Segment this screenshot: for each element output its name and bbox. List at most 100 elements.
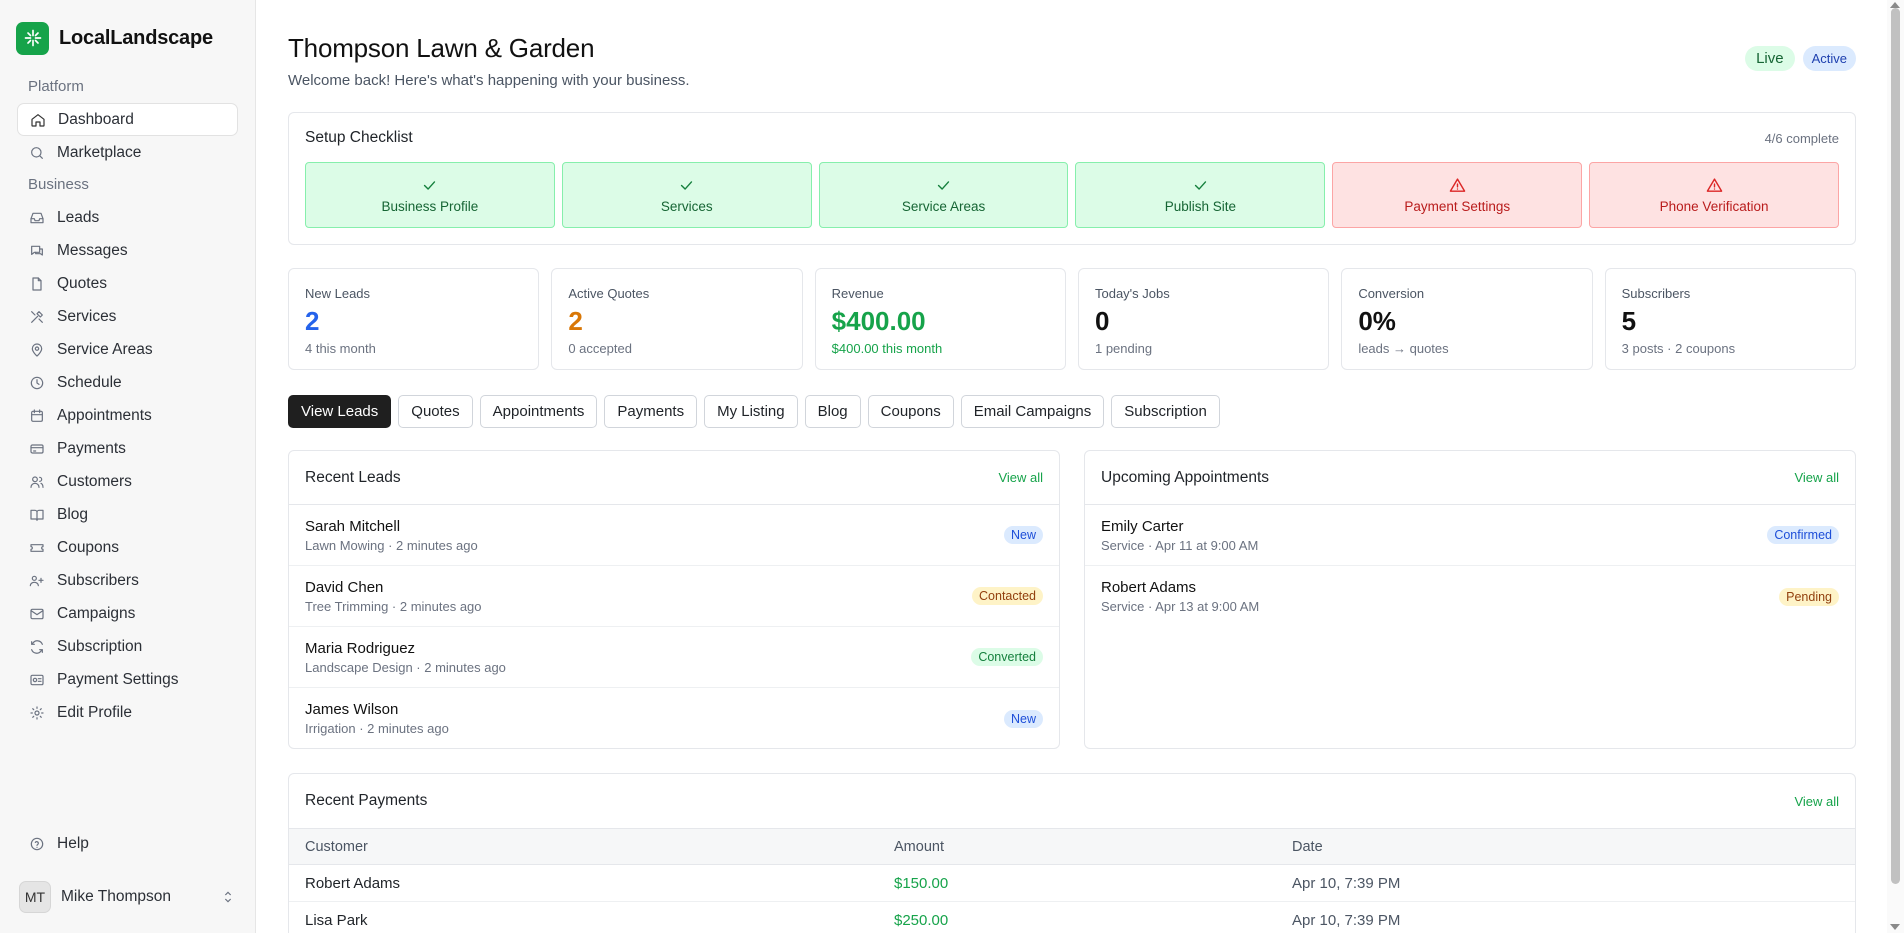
checklist-item-services[interactable]: Services xyxy=(561,162,812,228)
payment-customer: Lisa Park xyxy=(289,901,878,933)
status-badge: Confirmed xyxy=(1767,526,1839,544)
tab-email-campaigns[interactable]: Email Campaigns xyxy=(960,395,1105,428)
payment-date: Apr 10, 7:39 PM xyxy=(1276,901,1855,933)
stat-card-conversion: Conversion 0% leads → quotes xyxy=(1341,268,1593,370)
sidebar-item-label: Service Areas xyxy=(57,340,153,358)
user-name: Mike Thompson xyxy=(61,888,171,905)
sidebar-item-schedule[interactable]: Schedule xyxy=(17,366,238,399)
stat-sub: 4 this month xyxy=(305,341,376,356)
panel-title: Recent Payments xyxy=(305,792,428,809)
tab-appointments[interactable]: Appointments xyxy=(479,395,598,428)
stat-value: 0% xyxy=(1358,306,1396,336)
view-all-appointments-link[interactable]: View all xyxy=(1794,470,1839,485)
view-all-leads-link[interactable]: View all xyxy=(998,470,1043,485)
lead-meta: Tree Trimming · 2 minutes ago xyxy=(305,598,482,614)
sidebar-item-subscribers[interactable]: Subscribers xyxy=(17,564,238,597)
lead-name: Sarah Mitchell xyxy=(305,517,401,535)
nav-section-business: Business xyxy=(28,176,89,193)
panel-title: Upcoming Appointments xyxy=(1101,468,1270,486)
sidebar-item-label: Help xyxy=(57,834,89,852)
sidebar-item-leads[interactable]: Leads xyxy=(17,201,238,234)
sidebar-item-payment-settings[interactable]: Payment Settings xyxy=(17,663,238,696)
tab-view-leads[interactable]: View Leads xyxy=(288,395,392,428)
tab-coupons[interactable]: Coupons xyxy=(867,395,954,428)
scroll-up-arrow[interactable] xyxy=(1890,2,1900,8)
sparkle-logo-icon xyxy=(16,21,49,55)
sidebar-item-coupons[interactable]: Coupons xyxy=(17,531,238,564)
list-item[interactable]: Sarah Mitchell Lawn Mowing · 2 minutes a… xyxy=(289,505,1059,566)
sidebar-item-dashboard[interactable]: Dashboard xyxy=(17,103,238,136)
checklist-item-publish-site[interactable]: Publish Site xyxy=(1075,162,1326,228)
sidebar-item-subscription[interactable]: Subscription xyxy=(17,630,238,663)
tab-payments[interactable]: Payments xyxy=(604,395,698,428)
appointment-meta: Service · Apr 13 at 9:00 AM xyxy=(1101,599,1260,614)
sidebar-item-messages[interactable]: Messages xyxy=(17,234,238,267)
list-item[interactable]: Maria Rodriguez Landscape Design · 2 min… xyxy=(289,627,1059,688)
scroll-down-arrow[interactable] xyxy=(1890,924,1900,930)
stat-sub: 0 accepted xyxy=(568,341,632,356)
sidebar-item-campaigns[interactable]: Campaigns xyxy=(17,597,238,630)
user-menu[interactable]: MT Mike Thompson xyxy=(17,880,238,914)
checklist-item-payment-settings[interactable]: Payment Settings xyxy=(1332,162,1583,228)
sidebar-item-service-areas[interactable]: Service Areas xyxy=(17,333,238,366)
list-item[interactable]: James Wilson Irrigation · 2 minutes ago … xyxy=(289,688,1059,749)
tab-blog[interactable]: Blog xyxy=(804,395,861,428)
vertical-scrollbar[interactable] xyxy=(1887,0,1904,933)
sidebar-item-appointments[interactable]: Appointments xyxy=(17,399,238,432)
users-icon xyxy=(30,475,44,488)
sidebar-item-blog[interactable]: Blog xyxy=(17,498,238,531)
payment-date: Apr 10, 7:39 PM xyxy=(1276,864,1855,902)
warning-icon xyxy=(1706,177,1722,192)
tab-subscription[interactable]: Subscription xyxy=(1111,395,1220,428)
column-header-date: Date xyxy=(1276,828,1855,865)
view-all-payments-link[interactable]: View all xyxy=(1794,793,1839,809)
upcoming-appointments-panel: Upcoming Appointments View all Emily Car… xyxy=(1084,450,1856,749)
lead-meta: Lawn Mowing · 2 minutes ago xyxy=(305,537,478,553)
checklist-item-service-areas[interactable]: Service Areas xyxy=(818,162,1069,228)
map-pin-icon xyxy=(31,342,43,357)
stat-label: Active Quotes xyxy=(568,286,650,301)
chevron-up-down-icon xyxy=(224,891,232,903)
stat-value: 0 xyxy=(1094,306,1110,336)
refresh-icon xyxy=(31,639,43,654)
table-row[interactable]: Robert Adams $150.00 Apr 10, 7:39 PM xyxy=(289,864,1855,902)
stat-label: New Leads xyxy=(305,286,371,301)
sidebar-item-customers[interactable]: Customers xyxy=(17,465,238,498)
status-badge: Contacted xyxy=(972,587,1043,605)
list-item[interactable]: David Chen Tree Trimming · 2 minutes ago… xyxy=(289,566,1059,627)
sidebar-item-help[interactable]: Help xyxy=(17,827,238,860)
appointment-name: Robert Adams xyxy=(1101,579,1197,596)
brand[interactable]: LocalLandscape xyxy=(0,0,255,56)
checklist-item-business-profile[interactable]: Business Profile xyxy=(305,162,555,228)
tab-my-listing[interactable]: My Listing xyxy=(704,395,798,428)
sidebar-item-services[interactable]: Services xyxy=(17,300,238,333)
sidebar-item-label: Quotes xyxy=(57,274,107,292)
checklist-item-label: Services xyxy=(660,198,713,214)
sidebar-item-label: Payment Settings xyxy=(57,670,179,688)
checklist-item-phone-verification[interactable]: Phone Verification xyxy=(1589,162,1839,228)
page-subtitle: Welcome back! Here's what's happening wi… xyxy=(288,72,690,89)
stat-label: Today's Jobs xyxy=(1094,286,1170,301)
sidebar-item-label: Services xyxy=(57,307,117,325)
stat-value: 5 xyxy=(1621,306,1637,336)
sidebar-item-quotes[interactable]: Quotes xyxy=(17,267,238,300)
status-badge: Pending xyxy=(1779,587,1839,606)
lead-meta: Landscape Design · 2 minutes ago xyxy=(305,659,506,675)
list-item[interactable]: Robert Adams Service · Apr 13 at 9:00 AM… xyxy=(1085,566,1855,627)
sidebar-item-payments[interactable]: Payments xyxy=(17,432,238,465)
stat-card-todays-jobs: Today's Jobs 0 1 pending xyxy=(1077,268,1330,370)
wallet-icon xyxy=(30,674,44,685)
sidebar-item-edit-profile[interactable]: Edit Profile xyxy=(17,696,238,729)
stat-sub: $400.00 this month xyxy=(831,341,943,356)
lead-meta: Irrigation · 2 minutes ago xyxy=(305,721,449,736)
gear-icon xyxy=(30,705,44,720)
payment-customer: Robert Adams xyxy=(289,864,878,902)
tab-quotes[interactable]: Quotes xyxy=(398,395,473,428)
status-badge: New xyxy=(1003,709,1043,728)
stat-sub: leads → quotes xyxy=(1358,341,1449,356)
scroll-thumb[interactable] xyxy=(1891,8,1900,884)
table-row[interactable]: Lisa Park $250.00 Apr 10, 7:39 PM xyxy=(289,901,1855,933)
list-item[interactable]: Emily Carter Service · Apr 11 at 9:00 AM… xyxy=(1085,505,1855,566)
inbox-icon xyxy=(30,212,44,223)
sidebar-item-marketplace[interactable]: Marketplace xyxy=(17,136,238,169)
